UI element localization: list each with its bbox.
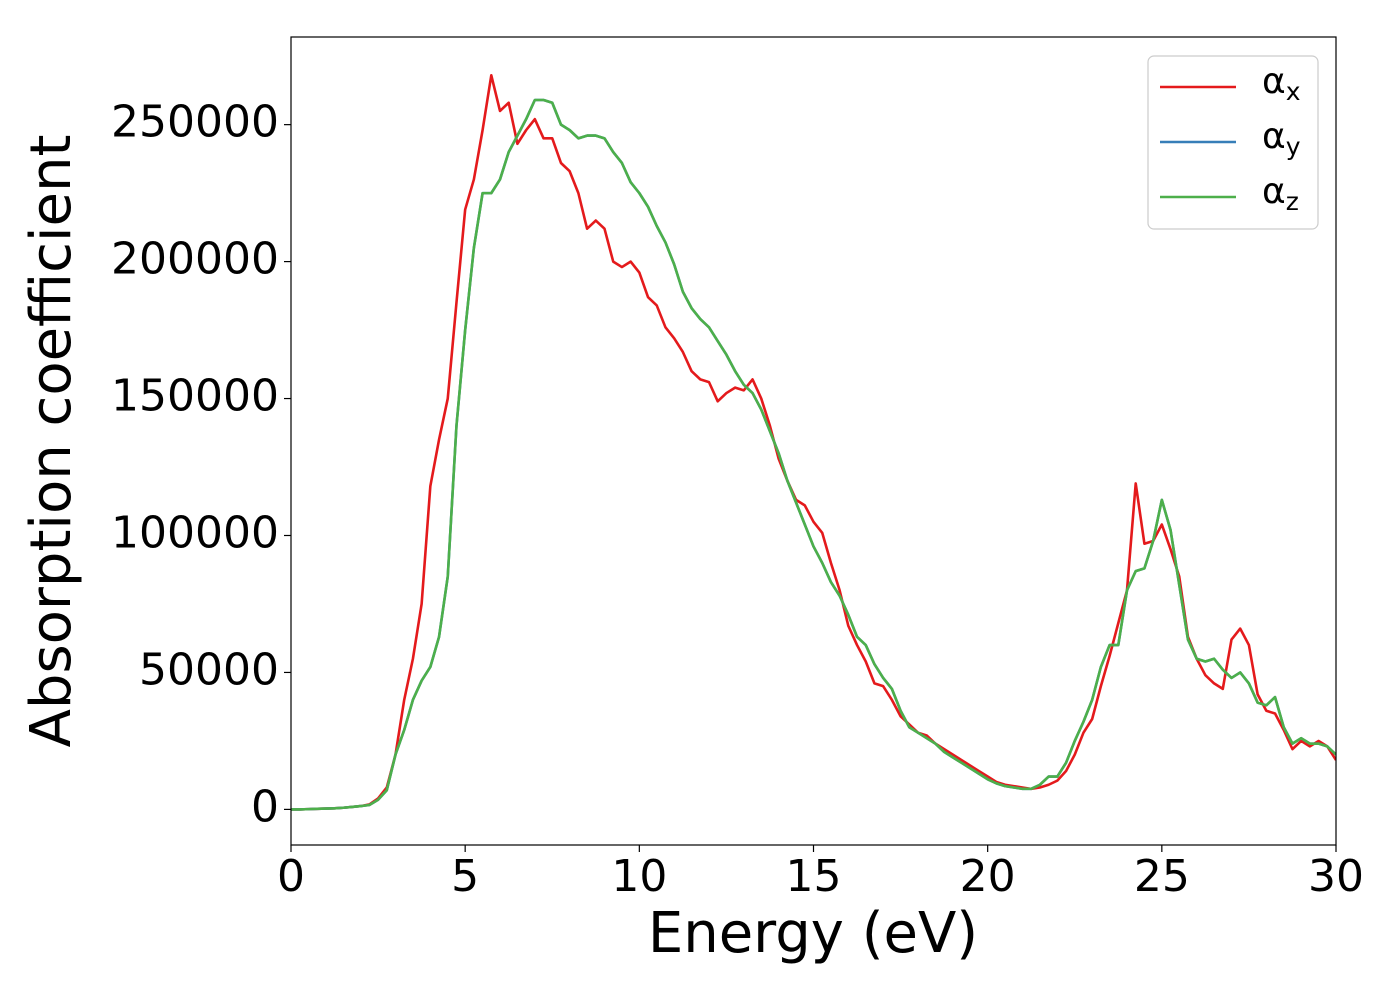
x-tick-label: 15 bbox=[786, 851, 842, 902]
plot-frame bbox=[290, 36, 1337, 846]
y-tick-label: 0 bbox=[251, 781, 279, 832]
series-line bbox=[291, 98, 1336, 811]
series-line bbox=[291, 74, 1336, 811]
x-tick-label: 10 bbox=[611, 851, 667, 902]
y-tick-label: 100000 bbox=[111, 507, 279, 558]
x-tick-label: 30 bbox=[1308, 851, 1364, 902]
x-tick-label: 0 bbox=[277, 851, 305, 902]
y-tick-label: 150000 bbox=[111, 371, 279, 422]
x-tick-label: 20 bbox=[960, 851, 1016, 902]
x-tick-label: 25 bbox=[1134, 851, 1190, 902]
y-tick-label: 200000 bbox=[111, 234, 279, 285]
y-tick-label: 50000 bbox=[139, 644, 279, 695]
legend-label: αz bbox=[1262, 171, 1299, 216]
legend-label: αx bbox=[1262, 61, 1301, 106]
x-axis-label: Energy (eV) bbox=[648, 901, 978, 966]
y-axis-label: Absorption coefficient bbox=[19, 135, 84, 748]
y-tick-label: 250000 bbox=[111, 97, 279, 148]
x-tick-label: 5 bbox=[451, 851, 479, 902]
legend-label: αy bbox=[1262, 116, 1301, 161]
